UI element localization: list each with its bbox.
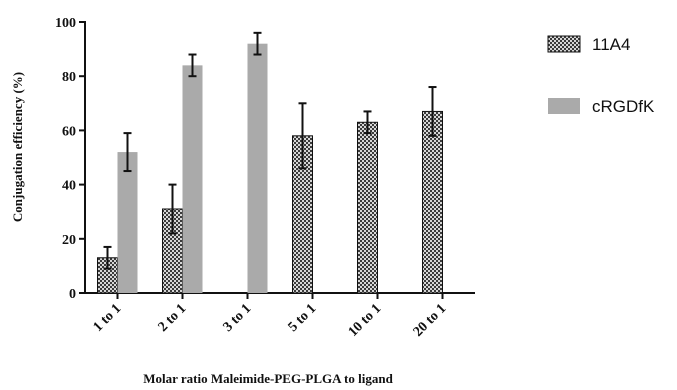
- axes: [79, 21, 475, 299]
- y-tick-label: 20: [62, 233, 76, 248]
- bar: [422, 110, 443, 294]
- y-tick-label: 40: [62, 179, 76, 194]
- legend: 11A4 cRGDfK: [547, 35, 655, 116]
- x-tick-label: 1 to 1: [91, 301, 125, 335]
- bar: [247, 43, 268, 294]
- y-tick-label: 100: [55, 16, 76, 31]
- y-tick-label: 60: [62, 124, 76, 139]
- y-axis-title: Conjugation efficiency (%): [10, 72, 25, 222]
- bar: [182, 65, 203, 293]
- y-tick-label: 0: [69, 287, 76, 302]
- x-tick-label: 10 to 1: [346, 301, 385, 340]
- x-axis-title: Molar ratio Maleimide-PEG-PLGA to ligand: [143, 371, 393, 386]
- legend-swatch: [548, 98, 580, 114]
- bar: [117, 152, 138, 293]
- x-tick-label: 20 to 1: [411, 301, 450, 340]
- y-tick-label: 80: [62, 70, 76, 85]
- bar: [357, 121, 378, 294]
- bars: [97, 31, 443, 294]
- x-tick-label: 3 to 1: [221, 301, 255, 335]
- legend-swatch: [547, 35, 581, 53]
- legend-label: 11A4: [592, 35, 630, 54]
- legend-label: cRGDfK: [592, 97, 655, 116]
- x-tick-label: 5 to 1: [286, 301, 320, 335]
- x-tick-label: 2 to 1: [156, 301, 190, 335]
